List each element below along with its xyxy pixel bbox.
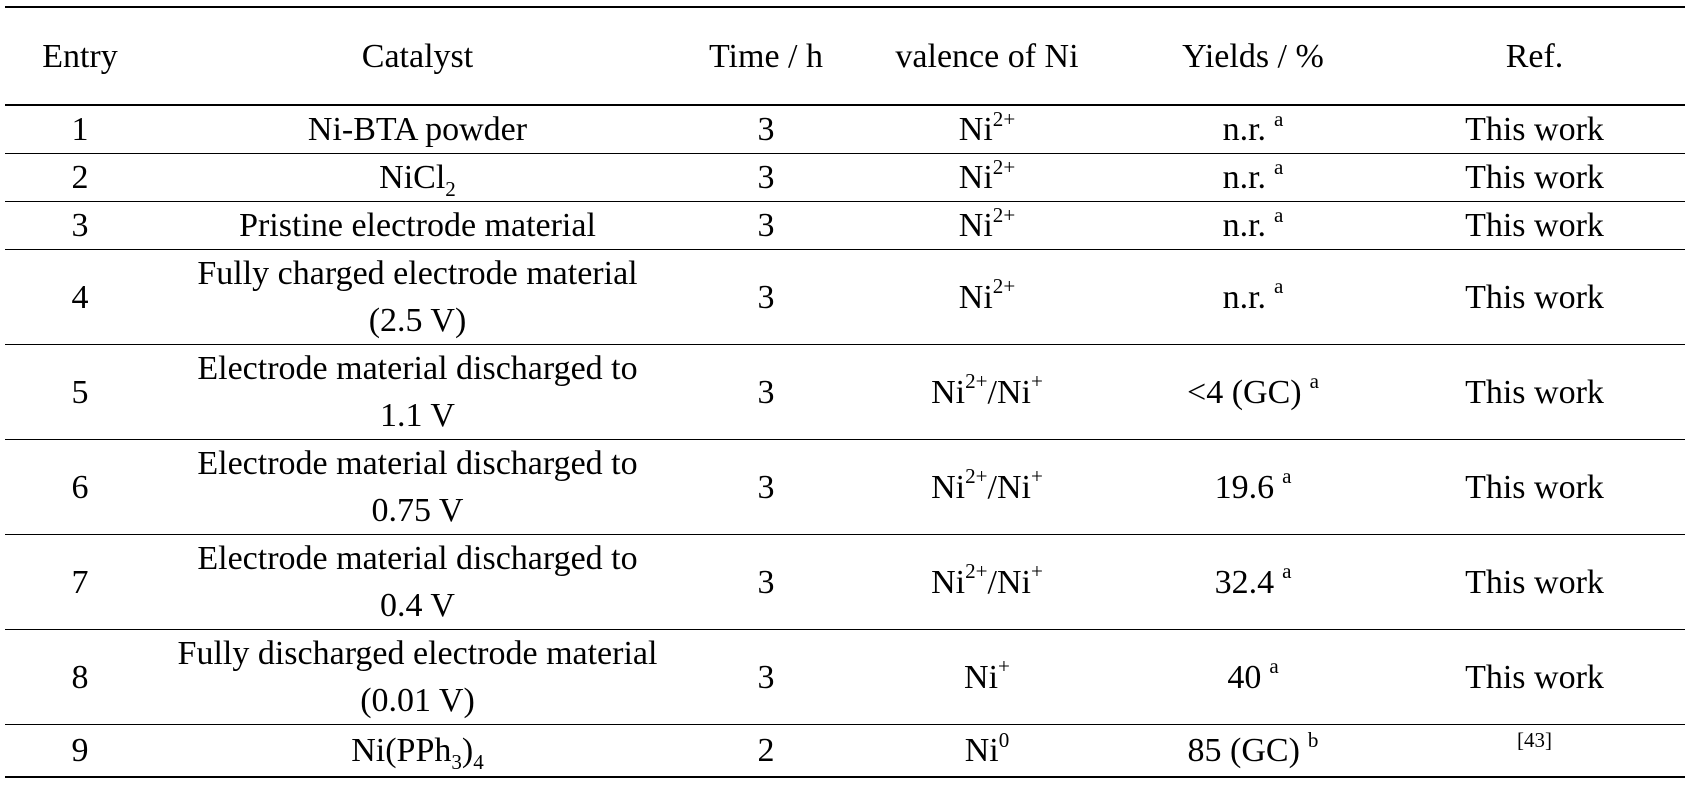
- table-row: 1 Ni-BTA powder 3 Ni2+ n.r. a This work: [5, 105, 1685, 154]
- table-row: 2 NiCl2 3 Ni2+ n.r. a This work: [5, 153, 1685, 202]
- time-cell: 3: [680, 439, 852, 535]
- footnote-mark: a: [1269, 654, 1279, 679]
- entry-cell: 3: [5, 201, 155, 250]
- time-cell: 3: [680, 105, 852, 154]
- table-row: 6 Electrode material discharged to 0.75 V…: [5, 439, 1685, 535]
- time-cell: 2: [680, 724, 852, 778]
- header-valence: valence of Ni: [852, 6, 1122, 106]
- catalyst-cell: Electrode material discharged to 0.4 V: [155, 534, 680, 630]
- footnote-mark: a: [1274, 106, 1284, 131]
- entry-cell: 1: [5, 105, 155, 154]
- time-cell: 3: [680, 629, 852, 725]
- ref-cell: This work: [1384, 629, 1685, 725]
- catalyst-cell: Fully discharged electrode material (0.01…: [155, 629, 680, 725]
- yield-cell: <4 (GC) a: [1122, 344, 1384, 440]
- footnote-mark: a: [1274, 274, 1284, 299]
- valence-cell: Ni2+/Ni+: [852, 344, 1122, 440]
- table-row: 9 Ni(PPh3)4 2 Ni0 85 (GC) b [43]: [5, 724, 1685, 778]
- catalyst-cell: Electrode material discharged to 0.75 V: [155, 439, 680, 535]
- time-cell: 3: [680, 249, 852, 345]
- footnote-mark: a: [1274, 202, 1284, 227]
- reference-citation: [43]: [1517, 728, 1552, 752]
- ref-cell: This work: [1384, 344, 1685, 440]
- catalyst-cell: Fully charged electrode material (2.5 V): [155, 249, 680, 345]
- table-row: 3 Pristine electrode material 3 Ni2+ n.r…: [5, 201, 1685, 250]
- footnote-mark: a: [1282, 559, 1292, 584]
- entry-cell: 9: [5, 724, 155, 778]
- table-row: 4 Fully charged electrode material (2.5 V…: [5, 249, 1685, 345]
- catalyst-cell: Ni(PPh3)4: [155, 724, 680, 778]
- valence-cell: Ni2+/Ni+: [852, 439, 1122, 535]
- ref-cell: This work: [1384, 201, 1685, 250]
- valence-cell: Ni2+: [852, 105, 1122, 154]
- footnote-mark: a: [1282, 464, 1292, 489]
- ref-cell: [43]: [1384, 724, 1685, 778]
- yield-cell: n.r. a: [1122, 105, 1384, 154]
- yield-cell: n.r. a: [1122, 249, 1384, 345]
- valence-cell: Ni2+: [852, 249, 1122, 345]
- ref-cell: This work: [1384, 439, 1685, 535]
- footnote-mark: b: [1307, 727, 1319, 752]
- table-row: 8 Fully discharged electrode material (0.…: [5, 629, 1685, 725]
- footnote-mark: a: [1309, 369, 1319, 394]
- catalyst-cell: Ni-BTA powder: [155, 105, 680, 154]
- header-ref: Ref.: [1384, 6, 1685, 106]
- ref-cell: This work: [1384, 105, 1685, 154]
- valence-cell: Ni2+: [852, 153, 1122, 202]
- header-entry: Entry: [5, 6, 155, 106]
- entry-cell: 5: [5, 344, 155, 440]
- table-row: 7 Electrode material discharged to 0.4 V …: [5, 534, 1685, 630]
- header-yields: Yields / %: [1122, 6, 1384, 106]
- yield-cell: 40 a: [1122, 629, 1384, 725]
- entry-cell: 4: [5, 249, 155, 345]
- header-catalyst: Catalyst: [155, 6, 680, 106]
- time-cell: 3: [680, 344, 852, 440]
- valence-cell: Ni2+: [852, 201, 1122, 250]
- yield-cell: n.r. a: [1122, 201, 1384, 250]
- catalyst-cell: NiCl2: [155, 153, 680, 202]
- catalyst-yield-table: Entry Catalyst Time / h valence of Ni Yi…: [5, 6, 1685, 778]
- yield-cell: n.r. a: [1122, 153, 1384, 202]
- table-row: 5 Electrode material discharged to 1.1 V …: [5, 344, 1685, 440]
- entry-cell: 6: [5, 439, 155, 535]
- valence-cell: Ni2+/Ni+: [852, 534, 1122, 630]
- entry-cell: 2: [5, 153, 155, 202]
- entry-cell: 7: [5, 534, 155, 630]
- ref-cell: This work: [1384, 153, 1685, 202]
- header-time: Time / h: [680, 6, 852, 106]
- valence-cell: Ni0: [852, 724, 1122, 778]
- time-cell: 3: [680, 534, 852, 630]
- yield-cell: 19.6 a: [1122, 439, 1384, 535]
- yield-cell: 85 (GC) b: [1122, 724, 1384, 778]
- ref-cell: This work: [1384, 249, 1685, 345]
- catalyst-cell: Pristine electrode material: [155, 201, 680, 250]
- ref-cell: This work: [1384, 534, 1685, 630]
- header-row: Entry Catalyst Time / h valence of Ni Yi…: [5, 6, 1685, 106]
- time-cell: 3: [680, 153, 852, 202]
- time-cell: 3: [680, 201, 852, 250]
- footnote-mark: a: [1274, 154, 1284, 179]
- yield-cell: 32.4 a: [1122, 534, 1384, 630]
- entry-cell: 8: [5, 629, 155, 725]
- catalyst-cell: Electrode material discharged to 1.1 V: [155, 344, 680, 440]
- catalyst-text: Ni-BTA powder: [307, 111, 528, 148]
- valence-cell: Ni+: [852, 629, 1122, 725]
